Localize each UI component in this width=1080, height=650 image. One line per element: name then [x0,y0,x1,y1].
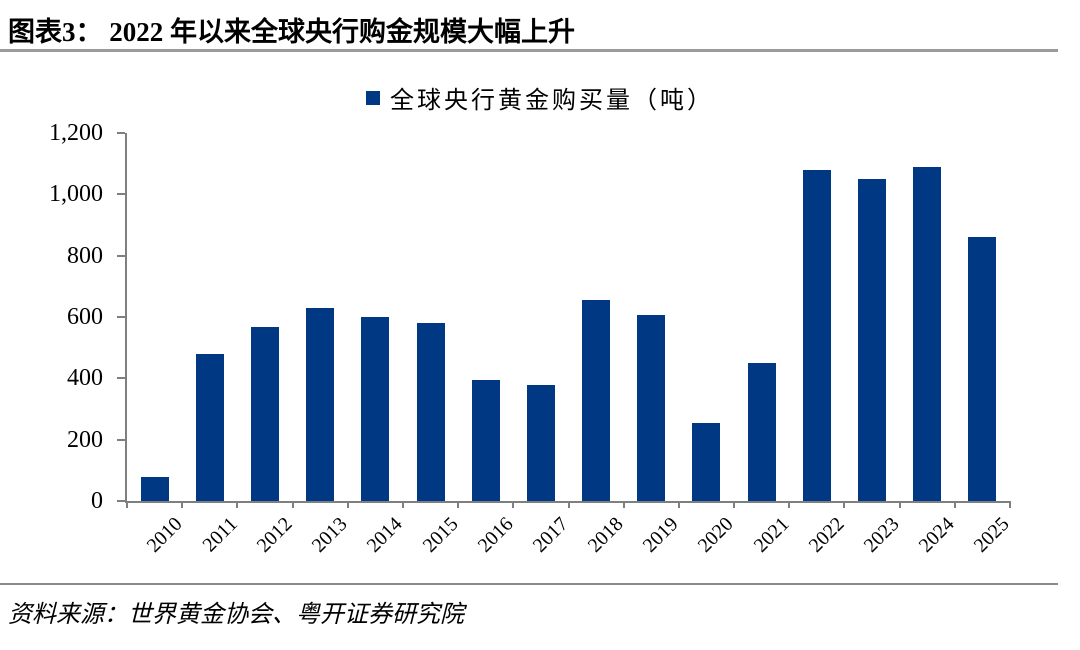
bar-2020 [692,422,721,501]
y-axis-tick-mark [117,316,125,318]
x-axis-tick-label: 2015 [418,513,463,557]
bar-2022 [802,169,831,501]
bar-2025 [968,236,997,501]
x-axis-tick-label: 2011 [198,513,242,557]
y-axis-tick-mark [117,132,125,134]
x-axis-tick-label: 2016 [473,513,518,557]
x-axis-tick-label: 2022 [804,513,849,557]
x-axis-tick-mark [291,501,294,508]
x-axis-tick-label: 2017 [528,513,573,557]
x-axis-tick-mark [567,501,570,508]
bar-2015 [416,323,445,501]
legend-label: 全球央行黄金购买量（吨） [390,88,714,114]
x-axis-tick-label: 2013 [307,513,352,557]
x-axis-tick-mark [622,501,625,508]
bar-2019 [637,315,666,501]
y-axis-tick-mark [117,254,125,257]
y-axis-tick-mark [117,438,125,441]
y-axis-tick-label: 600 [67,304,103,330]
x-axis-tick-mark [1009,501,1011,508]
bar-2012 [250,326,279,501]
x-axis-tick-mark [733,501,736,508]
x-axis-tick-mark [953,501,956,508]
x-axis-tick-mark [346,501,349,508]
x-axis-tick-mark [843,501,846,508]
x-axis-tick-mark [401,501,404,508]
y-axis-tick-mark [117,377,125,380]
bar-2023 [858,178,887,501]
bar-2011 [195,353,224,501]
chart-legend: 全球央行黄金购买量（吨） [0,80,1080,115]
x-axis-tick-label: 2010 [142,513,187,557]
y-axis-labels: 0 200 400 600 800 1,000 1,200 [0,120,103,514]
x-axis-tick-label: 2020 [694,513,739,557]
y-axis-tick-label: 800 [67,242,103,269]
x-axis-tick-label: 2021 [749,513,794,557]
x-axis-tick-mark [457,501,460,508]
bar-2021 [747,363,776,501]
legend-swatch-icon [366,90,380,105]
y-axis-tick-mark [117,193,125,196]
title-divider [0,49,1058,52]
x-axis-tick-mark [181,501,184,508]
bar-2024 [913,166,942,501]
x-axis-tick-label: 2018 [583,513,628,557]
bar-2014 [361,316,390,501]
y-axis-tick-label: 400 [67,365,103,392]
bar-2017 [526,384,555,501]
y-axis-tick-mark [117,500,125,502]
bar-2013 [306,307,335,501]
y-axis-tick-label: 1,200 [49,120,103,146]
x-axis-tick-label: 2025 [970,513,1014,557]
x-axis-tick-mark [677,501,680,508]
x-axis-tick-mark [898,501,901,508]
x-axis-tick-mark [236,501,239,508]
x-axis-tick-mark [788,501,791,508]
x-axis-tick-label: 2012 [252,513,297,557]
y-axis-tick-label: 1,000 [49,181,103,208]
chart-title: 图表3： 2022 年以来全球央行购金规模大幅上升 [8,17,575,47]
x-axis-tick-label: 2024 [914,513,959,557]
x-axis-tick-label: 2023 [859,513,904,557]
x-axis-tick-label: 2014 [363,513,407,557]
bar-2016 [471,379,500,501]
y-axis-tick-label: 0 [91,488,103,514]
bar-2010 [140,476,169,501]
footer-divider [0,583,1058,585]
y-axis-tick-label: 200 [67,426,103,453]
source-note: 资料来源：世界黄金协会、粤开证券研究院 [8,602,464,628]
x-axis-tick-mark [126,501,128,508]
x-axis-tick-label: 2019 [638,513,683,557]
x-axis-tick-mark [512,501,515,508]
plot-area: 2010 2011 2012 2013 2014 2015 2016 2017 2018 2019… [117,132,1014,557]
bar-2018 [582,299,611,501]
